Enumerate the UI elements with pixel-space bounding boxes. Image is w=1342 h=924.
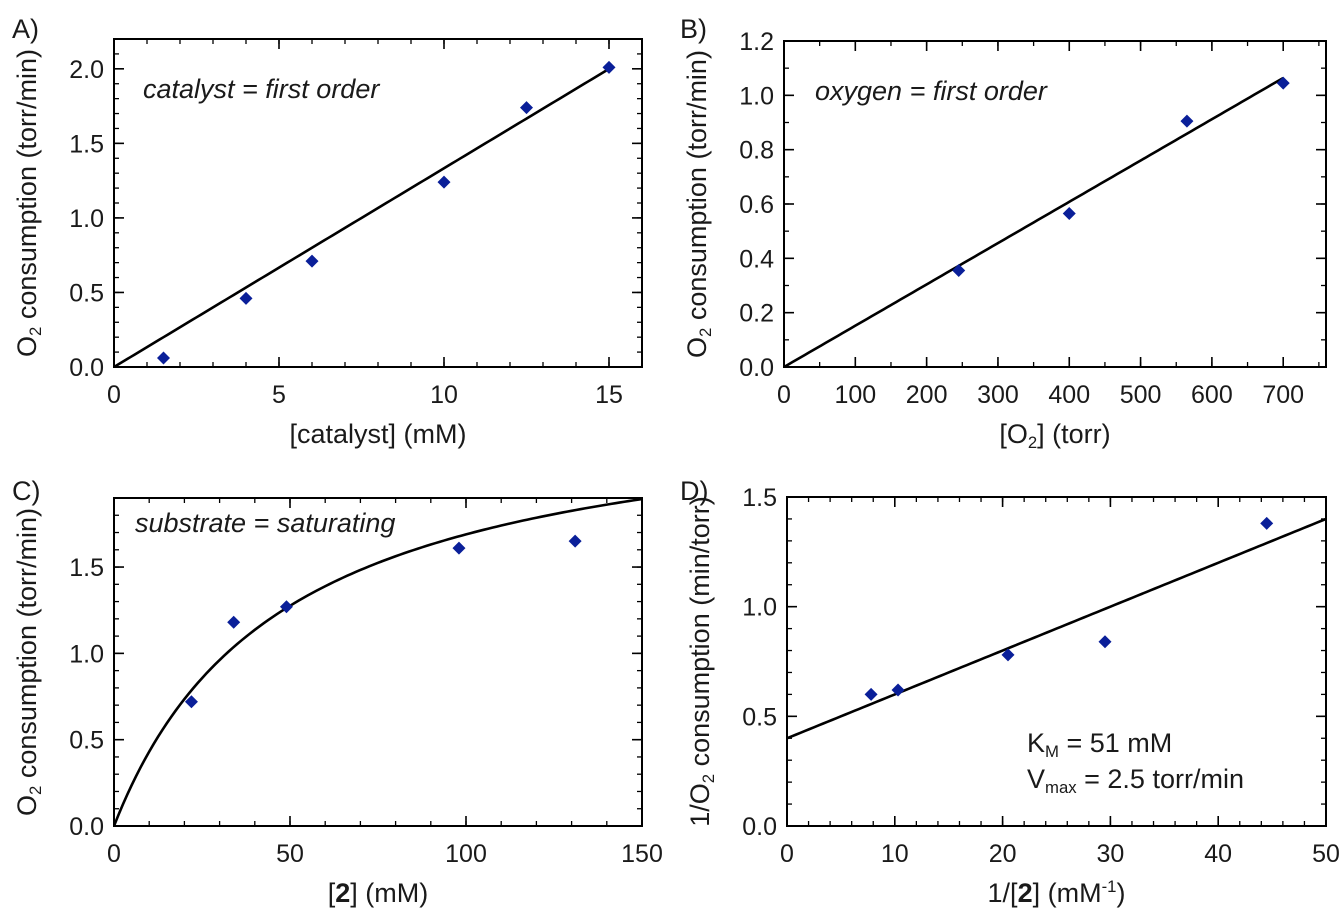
x-tick-label: 150 xyxy=(621,840,663,868)
y-tick-label: 1.0 xyxy=(739,82,774,110)
x-tick-label: 40 xyxy=(1204,840,1232,868)
x-tick-label: 100 xyxy=(834,381,876,409)
annotation: catalyst = first order xyxy=(143,74,380,104)
chart-panel-c: 0 50 100 150 0.0 0.5 1.0 1.5 [2] (mM) O2 consumpt… xyxy=(12,476,663,908)
data-point xyxy=(227,615,241,629)
panel-label: B) xyxy=(680,14,707,44)
data-point xyxy=(1180,114,1194,128)
y-tick-label: 0.4 xyxy=(739,245,774,273)
data-point xyxy=(864,687,878,701)
data-point xyxy=(305,254,319,268)
plot-frame xyxy=(113,497,643,827)
plot-frame xyxy=(786,496,1327,827)
annotation: substrate = saturating xyxy=(135,508,395,538)
data-point xyxy=(1276,76,1290,90)
data-point xyxy=(891,683,905,697)
x-tick-label: 700 xyxy=(1262,381,1304,409)
x-tick-label: 200 xyxy=(906,381,948,409)
annotation-line: KM = 51 mM xyxy=(1027,728,1172,761)
data-point xyxy=(602,60,616,74)
x-tick-label: 10 xyxy=(881,840,909,868)
data-point xyxy=(1001,648,1015,662)
data-point xyxy=(452,541,466,555)
y-tick-label: 0.5 xyxy=(69,279,104,307)
x-tick-label: 20 xyxy=(989,840,1017,868)
data-point xyxy=(1260,516,1274,530)
panel-label: D) xyxy=(680,476,709,506)
fit-line xyxy=(114,498,642,826)
y-tick-label: 1.0 xyxy=(69,205,104,233)
annotation-line: Vmax = 2.5 torr/min xyxy=(1027,764,1244,797)
y-tick-label: 1.0 xyxy=(742,594,777,622)
x-tick-label: 30 xyxy=(1096,840,1124,868)
y-tick-label: 0.0 xyxy=(739,354,774,382)
x-tick-label: 300 xyxy=(977,381,1019,409)
data-point xyxy=(279,600,293,614)
x-tick-label: 15 xyxy=(595,381,623,409)
y-tick-label: 0.6 xyxy=(739,191,774,219)
data-point xyxy=(952,264,966,278)
chart-panel-d: 0 10 20 30 40 50 0.0 0.5 1.0 1.5 1/[2] (mM-1) 1/O2 … xyxy=(680,476,1340,908)
fit-line xyxy=(787,517,1326,740)
y-tick-label: 0.0 xyxy=(742,813,777,841)
y-tick-label: 0.5 xyxy=(69,727,104,755)
x-axis-label: [2] (mM) xyxy=(328,878,429,908)
data-point xyxy=(520,101,533,115)
y-axis-label: O2 consumption (torr/min) xyxy=(12,49,45,357)
x-tick-label: 0 xyxy=(107,381,121,409)
y-tick-label: 0.5 xyxy=(742,703,777,731)
y-axis-label: 1/O2 consumption (min/torr) xyxy=(685,496,718,826)
panel-label: A) xyxy=(12,14,39,44)
data-point xyxy=(1062,207,1076,221)
x-tick-label: 500 xyxy=(1120,381,1162,409)
y-tick-label: 1.5 xyxy=(69,554,104,582)
y-tick-label: 1.2 xyxy=(739,28,774,56)
y-axis-label: O2 consumption (torr/min) xyxy=(12,508,45,816)
x-axis-label: [catalyst] (mM) xyxy=(289,419,466,449)
annotation: oxygen = first order xyxy=(815,76,1048,106)
fit-line xyxy=(784,76,1284,367)
x-tick-label: 0 xyxy=(777,381,791,409)
x-tick-label: 400 xyxy=(1048,381,1090,409)
chart-panel-b: 0 100 200 300 400 500 600 700 0.0 0.2 0.4 0.6 0.8 1.0… xyxy=(680,14,1327,452)
data-point xyxy=(1098,635,1112,649)
y-tick-label: 1.5 xyxy=(742,484,777,512)
x-tick-label: 10 xyxy=(430,381,458,409)
data-point xyxy=(157,351,170,365)
x-tick-label: 0 xyxy=(107,840,121,868)
y-tick-label: 0.0 xyxy=(69,354,104,382)
x-tick-label: 0 xyxy=(780,840,794,868)
y-tick-label: 1.5 xyxy=(69,130,104,158)
x-tick-label: 50 xyxy=(276,840,304,868)
data-point xyxy=(184,695,198,709)
y-tick-label: 0.8 xyxy=(739,137,774,165)
x-axis-label: [O2] (torr) xyxy=(999,419,1110,452)
y-tick-label: 2.0 xyxy=(69,56,104,84)
x-tick-label: 600 xyxy=(1191,381,1233,409)
data-point xyxy=(568,534,582,548)
y-axis-label: O2 consumption (torr/min) xyxy=(682,50,715,358)
y-tick-label: 0.2 xyxy=(739,300,774,328)
x-axis-label: 1/[2] (mM-1) xyxy=(988,877,1126,908)
chart-panel-a: 0 5 10 15 0.0 0.5 1.0 1.5 2.0 [catalyst] (mM) O2 c… xyxy=(12,14,643,449)
x-tick-label: 5 xyxy=(272,381,286,409)
x-tick-label: 100 xyxy=(445,840,487,868)
y-tick-label: 0.0 xyxy=(69,813,104,841)
x-tick-label: 50 xyxy=(1312,840,1340,868)
fit-line xyxy=(114,67,610,367)
y-tick-label: 1.0 xyxy=(69,640,104,668)
data-point xyxy=(437,175,451,189)
data-point xyxy=(239,291,253,305)
panel-label: C) xyxy=(12,476,41,506)
